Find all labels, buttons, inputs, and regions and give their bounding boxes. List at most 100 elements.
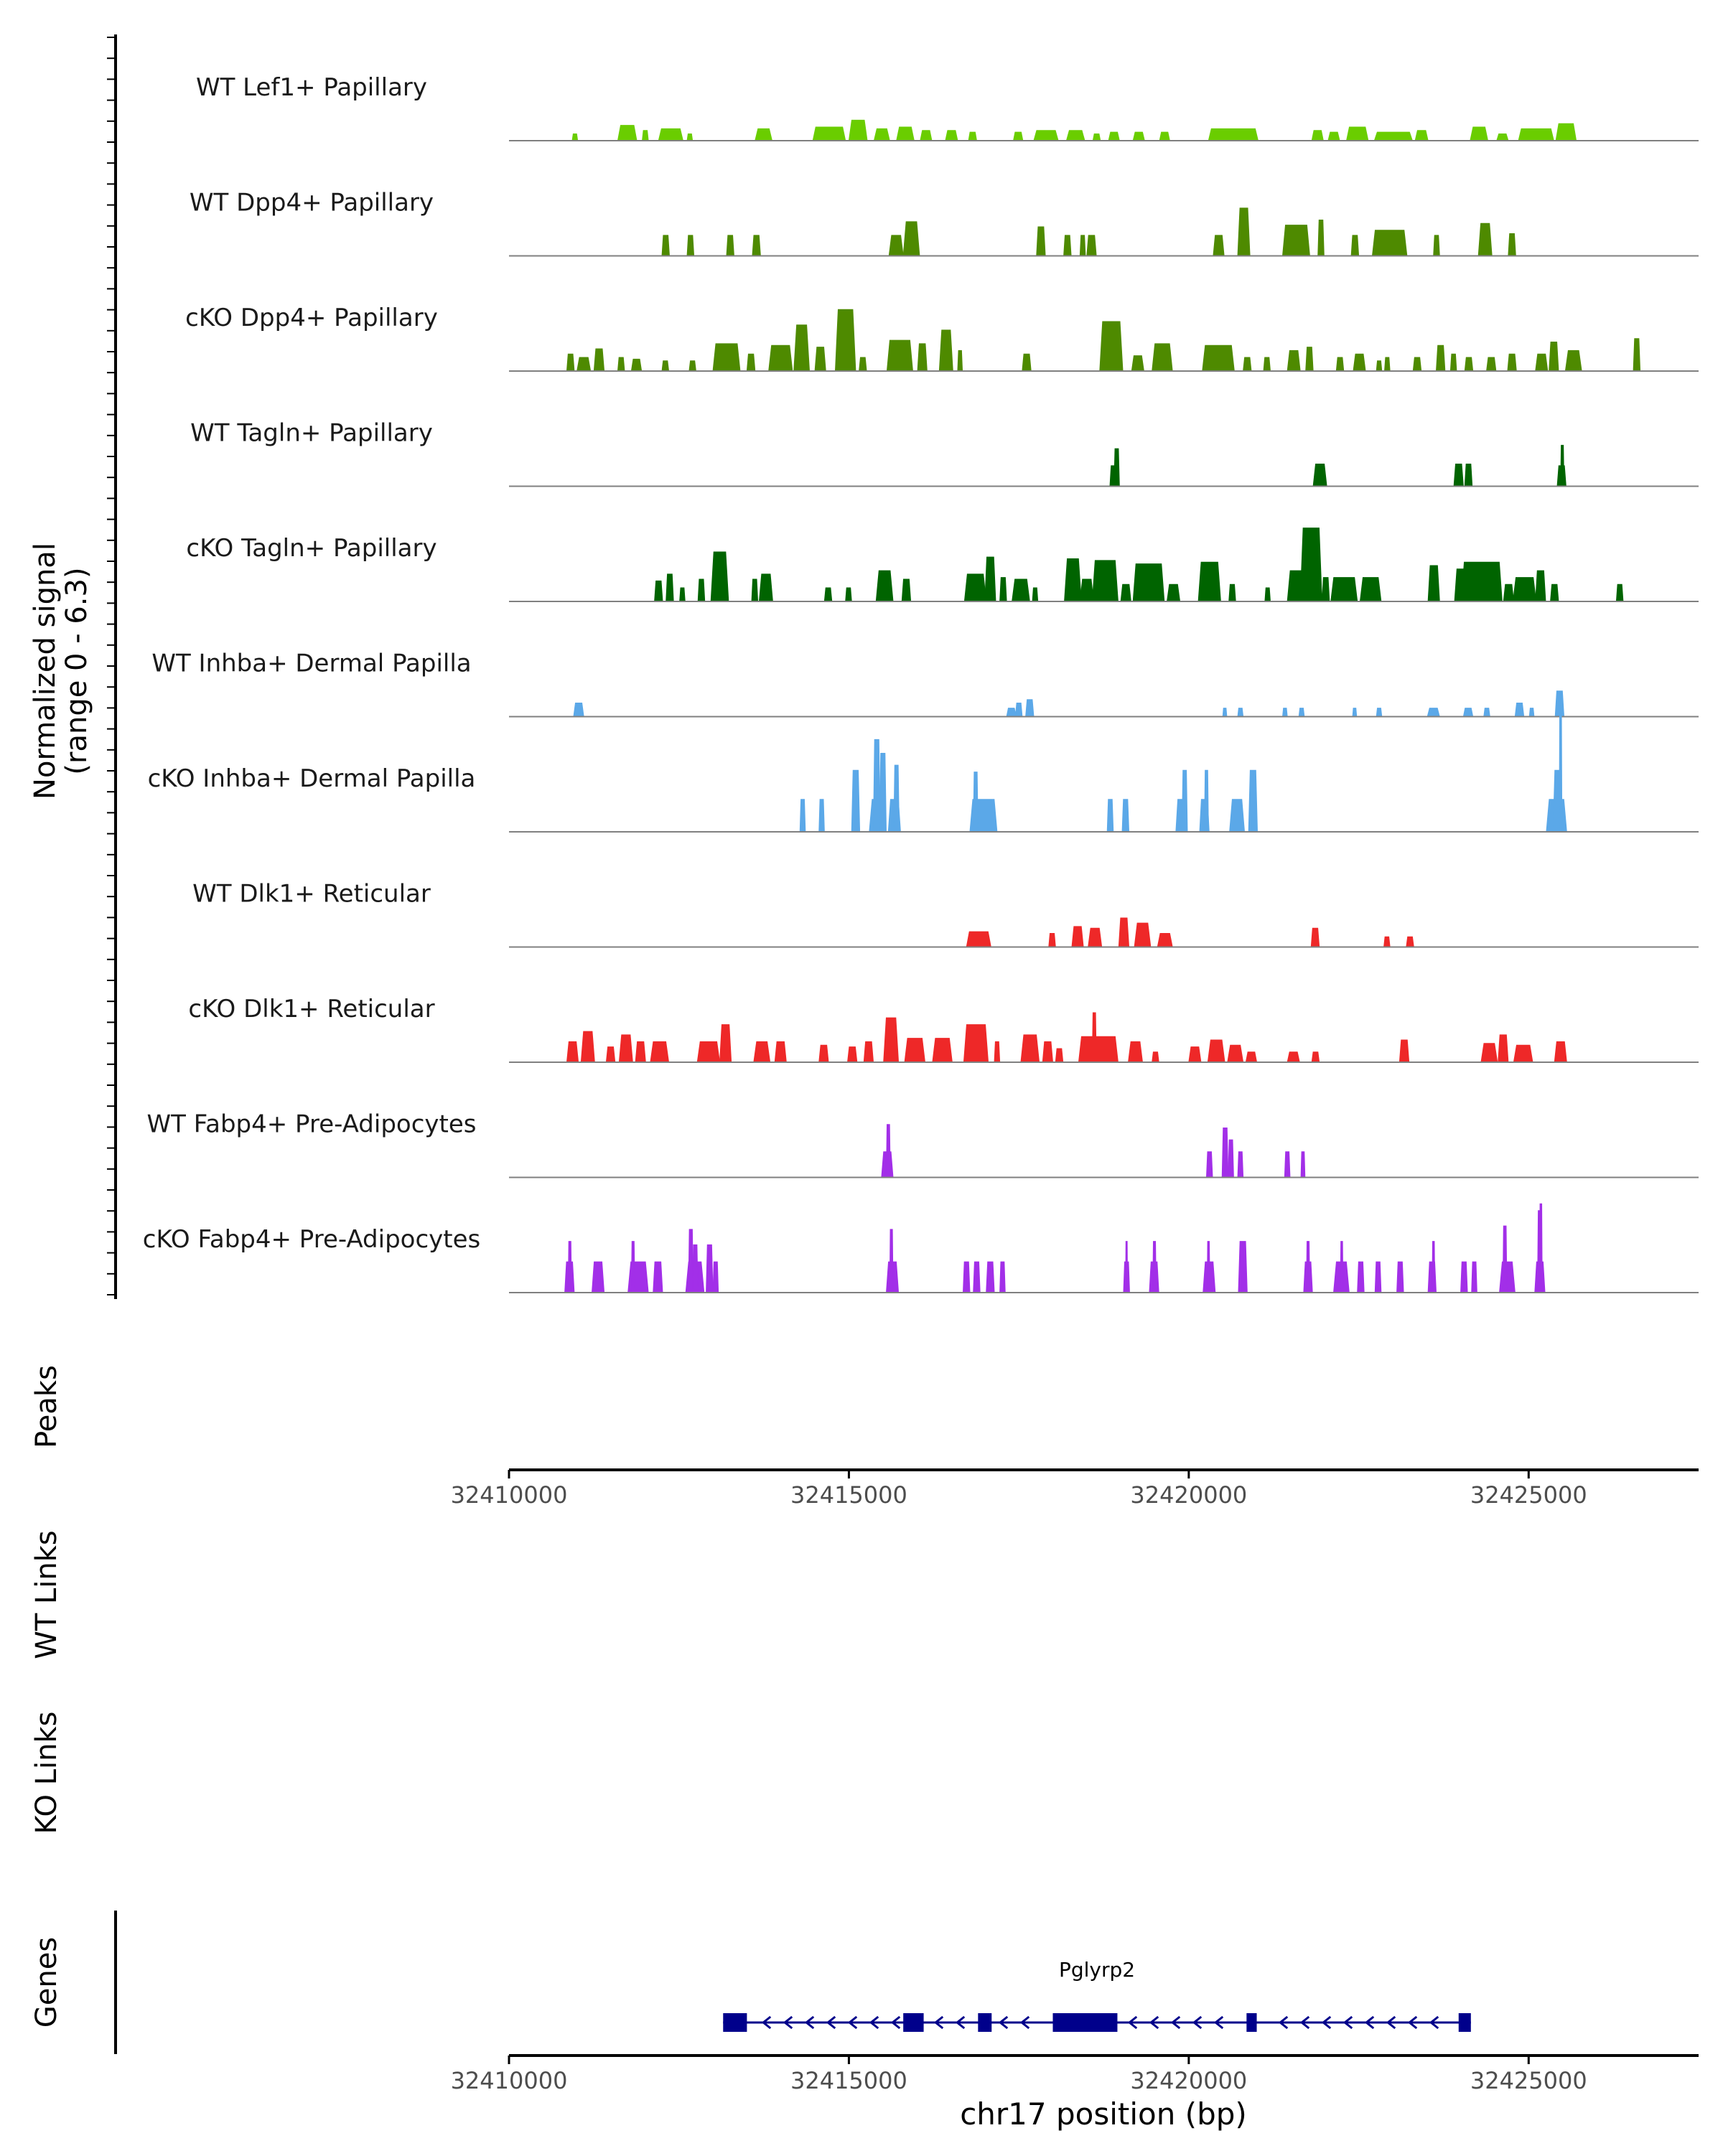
- signal-area: [1245, 1051, 1258, 1063]
- track-label: WT Tagln+ Papillary: [190, 419, 433, 448]
- gene-exon: [723, 2013, 747, 2032]
- signal-area: [1449, 353, 1457, 372]
- strand-arrow: [826, 2015, 836, 2030]
- signal-area: [886, 1124, 891, 1178]
- signal-area: [1197, 561, 1221, 602]
- signal-area: [1222, 708, 1228, 717]
- signal-area: [1159, 131, 1170, 141]
- signal-area: [883, 1017, 900, 1063]
- signal-area: [945, 130, 958, 141]
- signal-area: [712, 1261, 719, 1293]
- signal-area: [1118, 917, 1130, 947]
- signal-area: [1120, 583, 1131, 602]
- signal-area: [1238, 1241, 1248, 1293]
- track-label: WT Dlk1+ Reticular: [192, 880, 431, 909]
- y-axis-title-line2: (range 0 - 6.3): [60, 567, 93, 774]
- signal-area: [686, 133, 694, 141]
- signal-area: [1480, 1043, 1498, 1063]
- signal-area: [617, 125, 638, 141]
- signal-area: [888, 235, 904, 256]
- track-label: cKO Inhba+ Dermal Papilla: [148, 764, 476, 793]
- signal-area: [571, 133, 579, 141]
- signal-area: [1248, 769, 1259, 833]
- signal-area: [1435, 345, 1446, 372]
- signal-area: [658, 128, 684, 141]
- signal-area: [1427, 565, 1440, 602]
- signal-area: [1462, 708, 1474, 717]
- gene-exon: [1246, 2013, 1257, 2032]
- signal-area: [938, 329, 953, 372]
- y-axis-title-line1: Normalized signal: [29, 543, 62, 800]
- signal-area: [1513, 1044, 1533, 1063]
- signal-area: [1470, 126, 1489, 141]
- signal-area: [1535, 353, 1549, 372]
- signal-area: [1464, 464, 1473, 487]
- track-label: cKO Dlk1+ Reticular: [188, 995, 434, 1023]
- signal-area: [746, 353, 756, 372]
- track-8: cKO Dlk1+ Reticular: [188, 995, 1699, 1063]
- signal-area: [1091, 1012, 1097, 1063]
- signal-area: [1036, 226, 1046, 256]
- x-tick-label: 32425000: [1470, 1481, 1587, 1509]
- signal-area: [1300, 1151, 1306, 1178]
- signal-area: [873, 739, 881, 833]
- signal-area: [1166, 583, 1181, 602]
- signal-area: [917, 343, 928, 372]
- signal-area: [1113, 448, 1120, 487]
- signal-area: [1281, 225, 1310, 256]
- signal-area: [752, 235, 761, 256]
- signal-area: [661, 235, 670, 256]
- signal-area: [962, 1261, 971, 1293]
- signal-area: [630, 1241, 635, 1293]
- signal-area: [999, 1261, 1006, 1293]
- signal-area: [1237, 708, 1244, 717]
- signal-area: [758, 573, 773, 602]
- signal-area: [1352, 708, 1358, 717]
- wt-links-panel-label: WT Links: [30, 1530, 63, 1659]
- signal-area: [1518, 128, 1554, 141]
- signal-area: [1207, 1039, 1225, 1063]
- signal-area: [688, 360, 696, 372]
- signal-area: [1006, 708, 1017, 717]
- signal-area: [751, 578, 759, 602]
- signal-area: [1152, 343, 1173, 372]
- signal-area: [1237, 1151, 1244, 1178]
- signal-area: [635, 1041, 646, 1063]
- signal-area: [818, 799, 825, 833]
- signal-area: [1042, 1041, 1054, 1063]
- signal-area: [1414, 130, 1429, 141]
- signal-area: [1550, 583, 1559, 602]
- signal-area: [1321, 577, 1330, 602]
- signal-area: [567, 1241, 572, 1293]
- track-3: WT Tagln+ Papillary: [190, 419, 1699, 487]
- signal-area: [904, 1038, 926, 1063]
- track-label: cKO Dpp4+ Papillary: [185, 304, 438, 332]
- track-9: WT Fabp4+ Pre-Adipocytes: [147, 1110, 1699, 1178]
- signal-area: [1496, 133, 1509, 141]
- signal-area: [1237, 207, 1251, 256]
- signal-area: [566, 1041, 579, 1063]
- track-10: cKO Fabp4+ Pre-Adipocytes: [143, 1203, 1699, 1293]
- signal-area: [879, 752, 887, 833]
- signal-area: [1432, 1241, 1436, 1293]
- gene-exon: [978, 2013, 992, 2032]
- signal-area: [1099, 321, 1124, 372]
- signal-area: [1486, 357, 1497, 372]
- signal-area: [1228, 583, 1236, 602]
- signal-area: [1483, 708, 1490, 717]
- track-6: cKO Inhba+ Dermal Papilla: [148, 703, 1699, 833]
- signal-area: [1064, 558, 1082, 602]
- signal-area: [1317, 220, 1325, 256]
- signal-area: [1477, 222, 1493, 256]
- signal-area: [994, 1041, 1001, 1063]
- signal-area: [1383, 936, 1391, 947]
- strand-arrow: [1019, 2015, 1030, 2030]
- gene-exon: [1458, 2013, 1471, 2032]
- signal-area: [902, 221, 920, 256]
- signal-area: [1131, 355, 1144, 372]
- signal-area: [1128, 1041, 1144, 1063]
- signal-area: [719, 1024, 732, 1063]
- strand-arrow: [955, 2015, 966, 2030]
- signal-area: [1181, 769, 1188, 833]
- strand-arrow: [1343, 2015, 1353, 2030]
